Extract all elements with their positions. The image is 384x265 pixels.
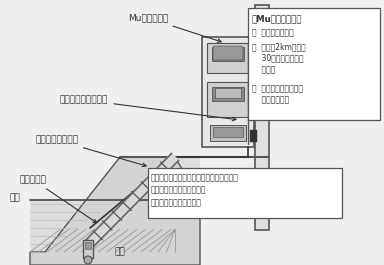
Bar xyxy=(202,37,254,147)
Text: ・設置工事が簡易で安価: ・設置工事が簡易で安価 xyxy=(151,198,202,207)
Bar xyxy=(212,47,244,61)
Text: ・  低消費電力設計: ・ 低消費電力設計 xyxy=(252,28,294,37)
Text: ・  さまざまなセンシン
    グ機器に対応: ・ さまざまなセンシン グ機器に対応 xyxy=(252,84,303,104)
Text: 護岸: 護岸 xyxy=(115,248,125,257)
Bar xyxy=(207,43,249,73)
Polygon shape xyxy=(84,153,179,249)
Text: Muセンサ本体: Muセンサ本体 xyxy=(128,14,221,42)
Bar xyxy=(212,87,244,101)
Text: ・  最長約2km範囲、
    30観測ポイント集
    約可能: ・ 最長約2km範囲、 30観測ポイント集 約可能 xyxy=(252,42,306,74)
Text: 塩ビ管・アルミ管: 塩ビ管・アルミ管 xyxy=(35,135,146,167)
Bar xyxy=(83,240,93,258)
Bar xyxy=(248,8,380,120)
Bar xyxy=(215,88,241,98)
Text: 水位センサケーブル: 水位センサケーブル xyxy=(60,95,236,121)
Text: 水面: 水面 xyxy=(10,193,21,202)
Bar xyxy=(148,168,342,218)
Polygon shape xyxy=(30,157,200,252)
Bar xyxy=(213,127,243,137)
Text: ・塩ビ管等で簡易設置可能: ・塩ビ管等で簡易設置可能 xyxy=(151,185,207,194)
Circle shape xyxy=(84,256,92,264)
Bar xyxy=(210,125,246,141)
Text: 水位センサ: 水位センサ xyxy=(20,175,97,223)
Text: 【圧力式（投げ込み型）水位センサ特長】: 【圧力式（投げ込み型）水位センサ特長】 xyxy=(151,173,239,182)
Polygon shape xyxy=(30,157,200,265)
Text: 【Muセンサ特長】: 【Muセンサ特長】 xyxy=(252,14,303,23)
Bar xyxy=(207,82,249,117)
Bar xyxy=(250,41,257,53)
Bar xyxy=(85,242,91,249)
Bar xyxy=(250,130,257,142)
FancyBboxPatch shape xyxy=(213,46,243,60)
Bar xyxy=(255,5,269,230)
